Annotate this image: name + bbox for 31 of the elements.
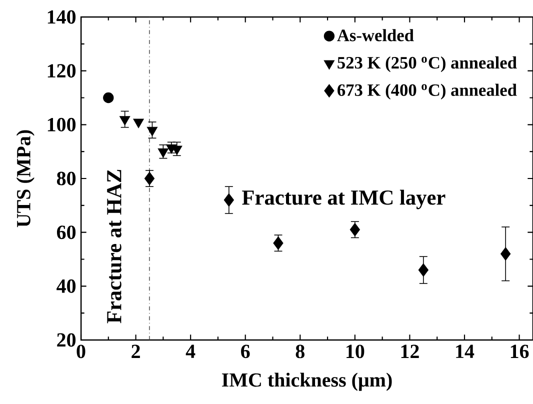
point	[350, 222, 360, 236]
y-tick-label: 140	[48, 10, 76, 24]
x-axis-title: IMC thickness (μm)	[222, 372, 392, 391]
point	[119, 116, 130, 126]
legend-label: As-welded	[337, 29, 414, 42]
annotation: Fracture at IMC layer	[242, 190, 446, 210]
x-tick-label: 8	[296, 344, 304, 358]
x-tick-label: 12	[401, 344, 419, 358]
legend-label: 523 K (250 $^{o}$C) annealed	[338, 56, 517, 72]
x-tick-label: 0	[76, 344, 86, 358]
x-tick-label: 2	[132, 344, 140, 358]
point	[418, 263, 428, 277]
x-tick-label: 14	[456, 344, 474, 358]
point	[224, 193, 234, 207]
y-tick-label: 80	[56, 172, 76, 186]
point	[146, 126, 158, 136]
x-tick-label: 4	[186, 344, 196, 358]
y-tick-label: 120	[48, 64, 76, 78]
x-tick-label: 6	[241, 344, 250, 358]
annotation: Fracture at HAZ	[107, 170, 122, 324]
x-tick-label: 16	[510, 344, 529, 358]
x-tick-label: 10	[346, 344, 364, 358]
point	[500, 247, 511, 261]
y-tick-label: 100	[48, 118, 76, 132]
point	[133, 118, 144, 128]
y-tick-label: 40	[56, 279, 76, 293]
y-tick-label: 60	[56, 226, 76, 240]
y-tick-label: 20	[57, 333, 76, 347]
point	[158, 148, 169, 158]
legend-label: 673 K (400 $^{o}$C) annealed	[338, 84, 517, 100]
y-axis-title: UTS (MPa)	[16, 130, 34, 228]
